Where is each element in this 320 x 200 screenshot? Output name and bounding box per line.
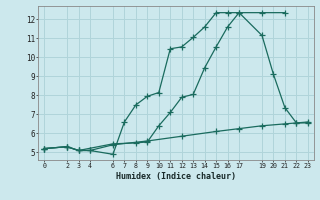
X-axis label: Humidex (Indice chaleur): Humidex (Indice chaleur) [116,172,236,181]
